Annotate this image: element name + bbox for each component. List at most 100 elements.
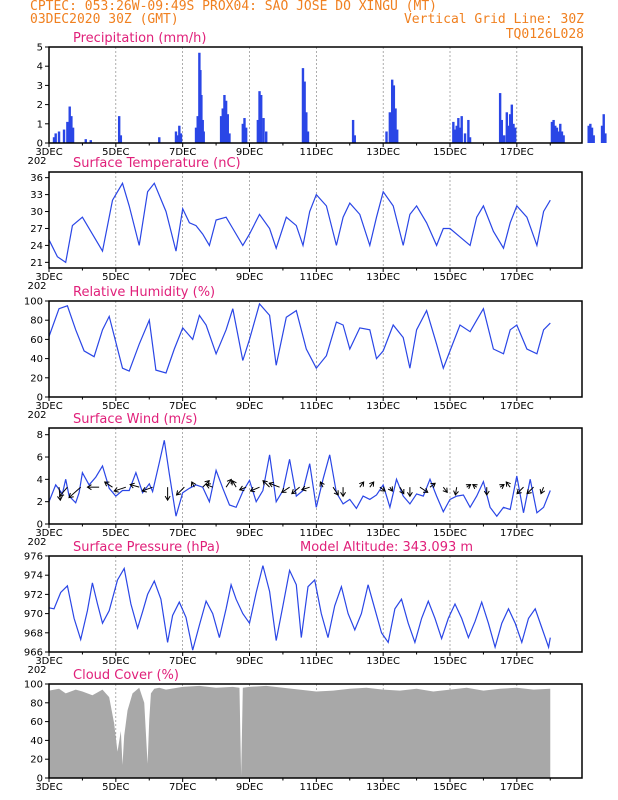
wind-arrow: [379, 486, 386, 492]
wind-arrowhead: [387, 486, 393, 492]
precip-bar: [467, 119, 470, 143]
wind-arrowhead: [164, 495, 171, 502]
wind-arrow: [454, 487, 458, 496]
panel-title: Relative Humidity (%): [73, 285, 215, 300]
precip-bar: [505, 112, 509, 143]
panel-frame: [48, 683, 583, 779]
precip-bar: [258, 91, 261, 143]
precip-bar: [510, 104, 514, 143]
precip-bar: [194, 127, 198, 143]
y-tick-label: 976: [24, 552, 43, 563]
x-tick-label: 9DEC: [236, 656, 263, 667]
precip-bar: [196, 116, 199, 143]
wind-arrow: [129, 484, 140, 488]
precip-bar: [89, 140, 92, 143]
y-tick-label: 1: [37, 119, 43, 130]
precip-bar: [512, 123, 515, 143]
precip-bar: [385, 131, 388, 143]
precip-bar: [590, 127, 594, 143]
x-tick-label: 13DEC: [366, 528, 400, 539]
y-tick-label: 0: [37, 393, 43, 404]
year-label: 202: [27, 665, 46, 676]
wind-arrow: [104, 481, 113, 488]
panel-title: Cloud Cover (%): [73, 668, 179, 683]
precip-bar: [301, 68, 305, 143]
year-label: 202: [27, 156, 46, 167]
wind-arrowhead: [86, 484, 92, 491]
precip-bar: [228, 133, 231, 143]
precip-bar: [555, 127, 559, 143]
precip-bar: [463, 133, 467, 143]
wind-arrowhead: [57, 495, 63, 502]
precip-bar: [54, 133, 57, 143]
precip-bar: [513, 127, 517, 143]
y-tick-label: 968: [24, 628, 43, 639]
wind-arrow: [231, 480, 237, 488]
wind-arrowhead: [300, 485, 307, 492]
wind-arrowhead: [319, 481, 325, 487]
wind-arrow: [399, 486, 405, 494]
wind-arrow: [176, 486, 185, 496]
x-tick-label: 13DEC: [366, 656, 400, 667]
wind-arrow: [526, 486, 534, 495]
y-tick-label: 40: [30, 354, 43, 365]
precip-bar: [351, 119, 355, 143]
wind-arrowhead: [58, 491, 65, 497]
wind-arrowhead: [141, 487, 147, 493]
precip-bar: [452, 121, 455, 143]
precip-bar: [562, 135, 565, 143]
y-tick-label: 4: [37, 475, 43, 486]
precip-bar: [52, 137, 56, 143]
precip-bar: [62, 129, 66, 143]
x-tick-label: 5DEC: [102, 528, 129, 539]
x-tick-label: 13DEC: [366, 782, 400, 793]
precip-bar: [392, 85, 396, 143]
precip-bar: [557, 131, 560, 143]
y-tick-label: 0: [37, 520, 43, 531]
series-line: [48, 440, 551, 518]
precip-bar: [224, 100, 228, 143]
wind-arrowhead: [539, 488, 546, 495]
x-tick-label: 9DEC: [236, 782, 263, 793]
precip-bar: [453, 129, 457, 143]
x-tick-label: 13DEC: [366, 401, 400, 412]
precip-bar: [498, 93, 502, 143]
wind-arrowhead: [472, 484, 478, 490]
precip-bar: [70, 116, 73, 143]
x-tick-label: 15DEC: [433, 147, 467, 158]
wind-arrowhead: [190, 481, 197, 487]
panel-frame: [48, 171, 583, 269]
x-tick-label: 17DEC: [500, 272, 534, 283]
y-tick-label: 60: [30, 335, 43, 346]
x-tick-label: 9DEC: [236, 528, 263, 539]
x-tick-label: 5DEC: [102, 656, 129, 667]
precip-bar: [587, 125, 590, 143]
x-tick-label: 7DEC: [169, 656, 196, 667]
y-tick-label: 80: [30, 698, 43, 709]
precip-bar: [589, 123, 592, 143]
precip-bar: [592, 135, 595, 143]
x-tick-label: 7DEC: [169, 782, 196, 793]
wind-arrowhead: [422, 487, 429, 493]
x-tick-label: 7DEC: [169, 401, 196, 412]
precip-bar: [500, 119, 503, 143]
precip-bar: [353, 135, 356, 143]
y-tick-label: 40: [30, 736, 43, 747]
precip-bar: [550, 121, 554, 143]
precip-bar: [244, 127, 248, 143]
y-tick-label: 36: [30, 173, 43, 184]
precip-bar: [57, 131, 61, 143]
precip-bar: [176, 135, 179, 143]
precip-bar: [265, 131, 268, 143]
precip-bar: [256, 119, 260, 143]
precip-bar: [508, 114, 512, 143]
wind-arrow: [429, 482, 436, 488]
wind-arrow: [202, 480, 210, 488]
x-tick-label: 17DEC: [500, 147, 534, 158]
precip-bar: [559, 123, 562, 143]
precip-bar: [174, 131, 178, 143]
y-tick-label: 3: [37, 81, 43, 92]
precip-bar: [455, 125, 458, 143]
precip-bar: [66, 121, 69, 143]
x-tick-label: 17DEC: [500, 782, 534, 793]
